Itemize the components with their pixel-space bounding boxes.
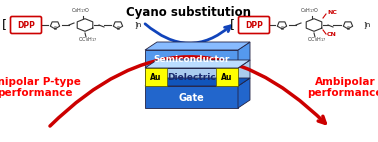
Text: Ambipolar: Ambipolar bbox=[315, 77, 375, 87]
Polygon shape bbox=[145, 68, 167, 86]
Text: $\mathsf{OC_8H_{17}}$: $\mathsf{OC_8H_{17}}$ bbox=[78, 36, 98, 44]
Text: CN: CN bbox=[327, 33, 337, 37]
Text: Semiconductor: Semiconductor bbox=[153, 56, 230, 64]
Text: S: S bbox=[280, 26, 284, 31]
Text: Gate: Gate bbox=[179, 93, 204, 103]
FancyBboxPatch shape bbox=[239, 16, 270, 34]
Polygon shape bbox=[145, 86, 238, 108]
Text: Au: Au bbox=[150, 74, 162, 83]
Text: $\mathsf{OC_8H_{17}}$: $\mathsf{OC_8H_{17}}$ bbox=[307, 36, 327, 44]
Polygon shape bbox=[216, 68, 238, 86]
Polygon shape bbox=[145, 68, 238, 86]
Text: performance: performance bbox=[307, 88, 378, 98]
Text: DPP: DPP bbox=[17, 20, 35, 30]
Polygon shape bbox=[145, 42, 250, 50]
Polygon shape bbox=[145, 78, 250, 86]
Text: [: [ bbox=[230, 18, 235, 32]
Polygon shape bbox=[238, 42, 250, 68]
Text: DPP: DPP bbox=[245, 20, 263, 30]
Polygon shape bbox=[238, 78, 250, 108]
Text: $\mathsf{C_8H_{17}O}$: $\mathsf{C_8H_{17}O}$ bbox=[300, 7, 320, 15]
Text: Dielectric: Dielectric bbox=[167, 74, 216, 83]
Text: $\mathsf{C_8H_{17}O}$: $\mathsf{C_8H_{17}O}$ bbox=[71, 7, 91, 15]
Text: Au: Au bbox=[221, 74, 233, 83]
Polygon shape bbox=[145, 60, 250, 68]
Text: NC: NC bbox=[327, 11, 337, 15]
Text: ]n: ]n bbox=[134, 22, 141, 28]
Text: ]n: ]n bbox=[363, 22, 370, 28]
Polygon shape bbox=[238, 60, 250, 86]
Text: [: [ bbox=[2, 18, 7, 32]
Text: S: S bbox=[53, 26, 57, 31]
Text: performance: performance bbox=[0, 88, 73, 98]
Text: Unipolar P-type: Unipolar P-type bbox=[0, 77, 81, 87]
FancyBboxPatch shape bbox=[11, 16, 42, 34]
Text: Cyano substitution: Cyano substitution bbox=[127, 6, 251, 19]
Polygon shape bbox=[145, 50, 238, 68]
Text: S: S bbox=[116, 26, 119, 31]
Text: S: S bbox=[347, 26, 350, 31]
